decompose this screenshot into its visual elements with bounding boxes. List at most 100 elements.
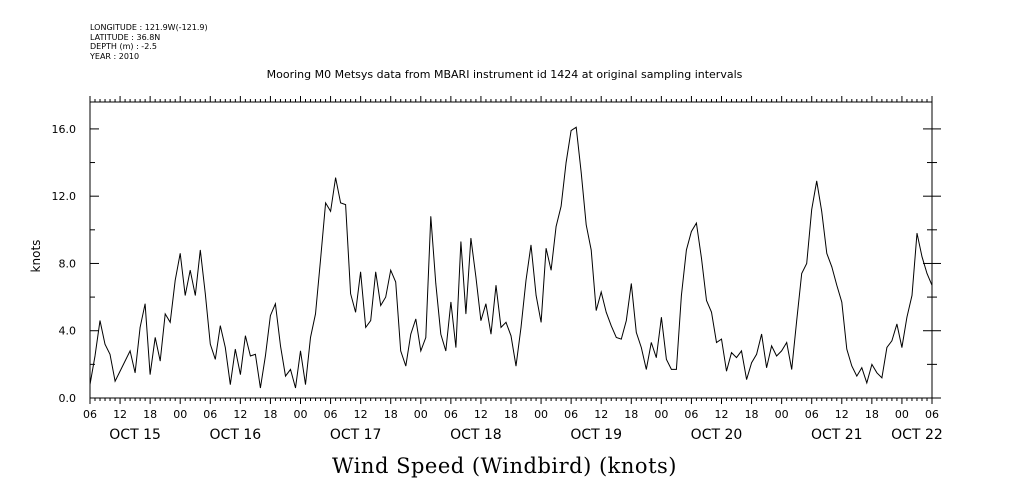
data-point bbox=[575, 126, 577, 128]
data-point bbox=[425, 337, 427, 338]
data-point bbox=[320, 259, 321, 261]
x-tick-label: 18 bbox=[384, 408, 398, 421]
data-point bbox=[590, 249, 592, 251]
data-point bbox=[270, 315, 271, 316]
data-point bbox=[119, 370, 121, 372]
data-point bbox=[595, 310, 597, 311]
x-tick-label: 06 bbox=[203, 408, 217, 421]
data-point bbox=[791, 369, 792, 370]
data-point bbox=[545, 248, 547, 249]
plot-frame bbox=[89, 101, 933, 399]
data-point bbox=[565, 162, 567, 163]
data-point bbox=[761, 333, 762, 335]
data-point bbox=[250, 355, 251, 357]
data-point bbox=[851, 365, 853, 367]
data-point bbox=[661, 317, 662, 318]
data-point bbox=[796, 320, 797, 321]
data-point bbox=[901, 347, 903, 348]
data-point bbox=[716, 342, 717, 343]
x-tick-label: 12 bbox=[594, 408, 608, 421]
data-point bbox=[370, 320, 372, 321]
data-point bbox=[189, 269, 191, 271]
data-point bbox=[179, 253, 181, 254]
data-point bbox=[585, 224, 587, 226]
data-point bbox=[360, 271, 361, 273]
x-tick-label: 00 bbox=[534, 408, 548, 421]
data-point bbox=[846, 348, 848, 350]
data-point bbox=[310, 337, 311, 338]
data-point bbox=[560, 206, 562, 207]
data-point bbox=[821, 211, 822, 212]
x-day-label: OCT 15 bbox=[109, 427, 161, 443]
data-point bbox=[340, 202, 341, 204]
data-point bbox=[139, 327, 141, 328]
data-point bbox=[200, 249, 201, 251]
data-point bbox=[315, 313, 316, 315]
x-tick-label: 06 bbox=[684, 408, 698, 421]
data-point bbox=[169, 322, 171, 323]
x-tick-label: 12 bbox=[835, 408, 849, 421]
x-tick-label: 18 bbox=[745, 408, 759, 421]
y-tick-label: 0.0 bbox=[59, 392, 77, 405]
data-point bbox=[480, 320, 482, 321]
data-point bbox=[485, 303, 487, 305]
x-tick-label: 18 bbox=[865, 408, 879, 421]
data-point bbox=[325, 202, 326, 204]
data-point bbox=[921, 256, 923, 258]
data-point bbox=[470, 237, 472, 239]
data-point bbox=[896, 323, 898, 325]
data-point bbox=[435, 283, 437, 284]
data-point bbox=[766, 367, 767, 369]
data-point bbox=[380, 305, 382, 306]
data-point bbox=[881, 377, 883, 379]
data-point bbox=[836, 285, 838, 286]
data-point bbox=[134, 372, 136, 374]
data-point bbox=[94, 355, 96, 357]
data-point bbox=[771, 345, 772, 347]
x-tick-label: 06 bbox=[324, 408, 338, 421]
x-day-label: OCT 22 bbox=[891, 427, 943, 443]
data-point bbox=[696, 222, 697, 224]
x-tick-label: 00 bbox=[294, 408, 308, 421]
data-point bbox=[465, 313, 467, 315]
data-point bbox=[871, 364, 873, 365]
data-point bbox=[841, 301, 843, 303]
data-point bbox=[631, 283, 632, 284]
x-day-label: OCT 20 bbox=[691, 427, 743, 443]
data-point bbox=[610, 325, 612, 327]
longitude-label: LONGITUDE : 121.9W(-121.9) bbox=[90, 23, 208, 32]
data-point bbox=[540, 322, 542, 323]
series-line-1 bbox=[89, 126, 933, 389]
x-day-label: OCT 16 bbox=[210, 427, 262, 443]
data-point bbox=[861, 367, 863, 369]
data-point bbox=[335, 177, 336, 178]
x-day-label: OCT 17 bbox=[330, 427, 382, 443]
x-tick-label: 06 bbox=[925, 408, 939, 421]
x-tick-label: 00 bbox=[654, 408, 668, 421]
data-point bbox=[626, 320, 627, 321]
x-day-label: OCT 19 bbox=[570, 427, 622, 443]
x-tick-label: 18 bbox=[504, 408, 518, 421]
data-point bbox=[375, 271, 377, 273]
data-point bbox=[731, 352, 732, 353]
data-point bbox=[410, 333, 412, 335]
data-point bbox=[114, 380, 116, 382]
data-point bbox=[290, 369, 291, 370]
data-point bbox=[365, 327, 367, 328]
x-tick-label: 18 bbox=[143, 408, 157, 421]
data-point bbox=[455, 347, 457, 348]
data-point bbox=[876, 372, 878, 374]
data-point bbox=[300, 350, 301, 352]
data-point bbox=[240, 374, 241, 375]
data-point bbox=[926, 273, 928, 274]
data-point bbox=[245, 335, 246, 337]
data-point bbox=[195, 295, 196, 296]
data-point bbox=[786, 342, 787, 343]
data-point bbox=[184, 295, 186, 296]
data-point bbox=[906, 317, 908, 318]
data-point bbox=[676, 369, 677, 370]
x-tick-label: 00 bbox=[895, 408, 909, 421]
data-point bbox=[736, 357, 737, 358]
chart-title: Mooring M0 Metsys data from MBARI instru… bbox=[266, 68, 743, 81]
